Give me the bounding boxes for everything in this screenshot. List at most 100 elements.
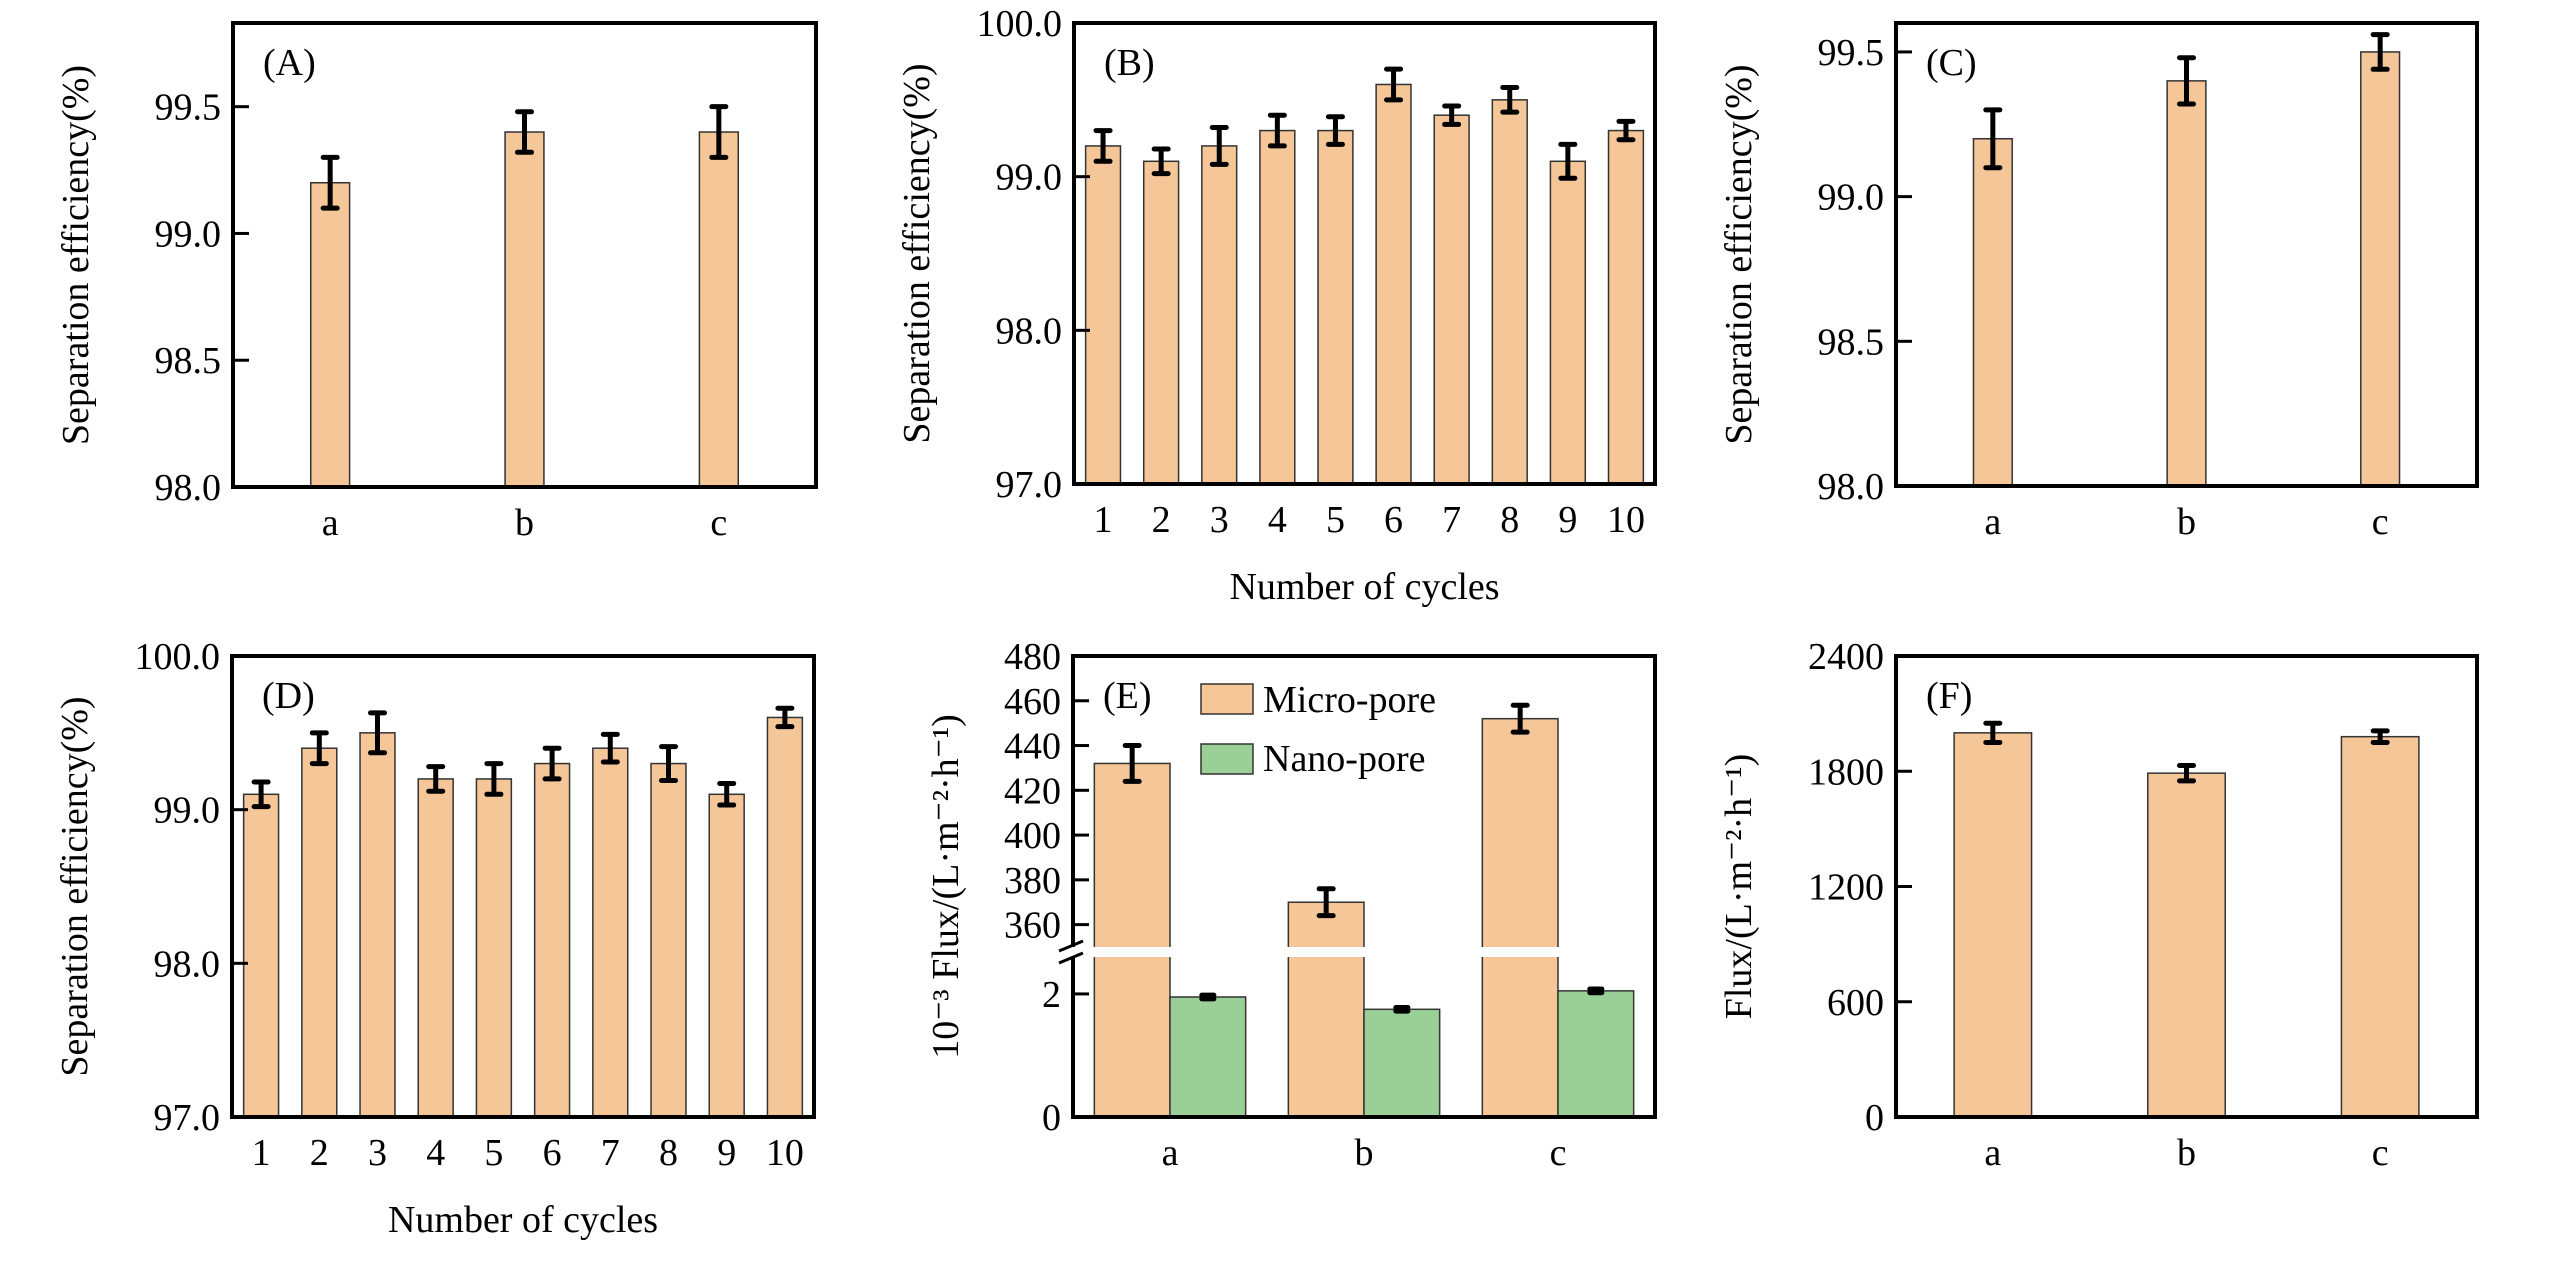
bar [475, 778, 513, 1118]
x-tick-label: a [1984, 1132, 2001, 1174]
y-tick-label: 99.0 [155, 213, 222, 255]
x-tick-label: b [2177, 501, 2196, 543]
chart-panel-c: a b c 98.0 98.5 99.0 99.5 (C) Separation efficie… [1718, 21, 2479, 543]
bar [1317, 129, 1354, 485]
y-tick-label: 400 [1004, 815, 1061, 857]
panel-label: (A) [263, 42, 316, 84]
y-tick-label: 2 [1042, 974, 1061, 1016]
x-tick-label: a [1984, 501, 2001, 543]
panel-label: (B) [1104, 42, 1155, 84]
bar [2340, 735, 2420, 1118]
y-tick-label: 98.0 [155, 467, 222, 509]
bar [1433, 114, 1470, 485]
bar [1972, 138, 2013, 487]
panel-label: (D) [262, 675, 315, 717]
x-tick-label: 8 [659, 1132, 678, 1174]
bar [301, 747, 338, 1118]
x-tick-label: 4 [1268, 499, 1287, 541]
plot-frame [230, 654, 816, 1119]
y-axis-title: Flux/(L·m⁻²·h⁻¹) [1718, 754, 1760, 1020]
y-tick-label: 99.5 [1818, 32, 1885, 74]
y-tick-label: 1200 [1808, 867, 1884, 909]
x-tick-label: 9 [717, 1132, 736, 1174]
bar [1953, 732, 2033, 1118]
y-tick-label: 99.0 [1818, 177, 1885, 219]
bar [1375, 83, 1412, 485]
y-tick-label: 98.0 [154, 943, 221, 985]
x-tick-label: 4 [426, 1132, 445, 1174]
bar-nano-pore [1557, 990, 1635, 1118]
y-tick-label: 99.5 [155, 87, 222, 129]
bar [417, 778, 454, 1118]
chart-panel-b: 1 2 3 4 5 6 7 8 9 10 97.0 98.0 99.0 100.0 (B) Separatio… [896, 3, 1657, 608]
x-tick-label: 8 [1500, 499, 1519, 541]
panel-label: (F) [1926, 675, 1972, 717]
plot-frame [1072, 21, 1657, 486]
bar [1549, 160, 1587, 485]
axis-break-band [1286, 947, 1366, 957]
legend: Micro-pore Nano-pore [1200, 679, 1436, 780]
y-axis-title: Separation efficiency(%) [896, 63, 938, 443]
y-tick-label: 1800 [1808, 751, 1884, 793]
x-tick-label: 3 [1210, 499, 1229, 541]
x-tick-label: 1 [252, 1132, 271, 1174]
x-tick-label: 5 [1326, 499, 1345, 541]
bar [1142, 160, 1180, 485]
y-axis-title: 10⁻³ Flux/(L·m⁻²·h⁻¹) [925, 714, 967, 1059]
bar-micro-pore [1287, 901, 1365, 1118]
bar [766, 716, 804, 1118]
y-tick-label: 99.0 [996, 157, 1063, 199]
x-tick-label: b [515, 502, 534, 544]
y-tick-label: 0 [1865, 1097, 1884, 1139]
x-axis-title: Number of cycles [388, 1199, 658, 1241]
y-axis-break-mark [1058, 939, 1084, 953]
chart-panel-a: a b c 98.0 98.5 99.0 99.5 (A) Separation efficie… [55, 21, 818, 544]
y-axis-break-gap [1067, 947, 1079, 957]
x-tick-label: 3 [368, 1132, 387, 1174]
axis-break-band [1092, 947, 1172, 957]
y-tick-label: 420 [1004, 770, 1061, 812]
y-axis-title: Separation efficiency(%) [54, 696, 96, 1076]
bar [2360, 51, 2401, 487]
panel-label: (C) [1926, 42, 1977, 84]
y-tick-label: 480 [1004, 636, 1061, 678]
bar [1084, 145, 1122, 485]
y-tick-label: 97.0 [996, 464, 1063, 506]
bar [1201, 145, 1238, 485]
bar-micro-pore [1481, 717, 1559, 1118]
y-tick-label: 98.5 [155, 340, 222, 382]
legend-swatch-micro-pore [1200, 683, 1254, 715]
bar [2166, 80, 2207, 487]
x-tick-label: 2 [310, 1132, 329, 1174]
plot-frame [1894, 21, 2479, 488]
y-tick-label: 100.0 [977, 3, 1063, 45]
y-tick-label: 100.0 [135, 636, 221, 678]
x-tick-label: a [322, 502, 339, 544]
bar [708, 793, 745, 1118]
bar-micro-pore [1093, 762, 1171, 1118]
bar [309, 181, 351, 488]
bar [504, 131, 545, 488]
bar [2147, 772, 2226, 1118]
y-axis-break-mark [1058, 951, 1084, 965]
bar-nano-pore [1169, 996, 1247, 1118]
chart-panel-d: 1 2 3 4 5 6 7 8 9 10 97.0 98.0 99.0 100.0 (D) Separatio… [54, 636, 816, 1241]
y-tick-label: 2400 [1808, 636, 1884, 678]
y-tick-label: 360 [1004, 905, 1061, 947]
x-tick-label: 6 [1384, 499, 1403, 541]
x-tick-label: 9 [1558, 499, 1577, 541]
axis-break-band [1480, 947, 1560, 957]
x-tick-label: 10 [766, 1132, 804, 1174]
panel-label: (E) [1103, 675, 1152, 717]
bar [592, 747, 629, 1118]
x-tick-label: 10 [1607, 499, 1645, 541]
x-tick-label: c [1550, 1132, 1567, 1174]
x-tick-label: 7 [1442, 499, 1461, 541]
bar [698, 131, 740, 488]
y-tick-label: 0 [1042, 1097, 1061, 1139]
bar [650, 762, 687, 1118]
x-tick-label: c [710, 502, 727, 544]
y-axis-title: Separation efficiency(%) [55, 65, 97, 445]
x-tick-label: b [2177, 1132, 2196, 1174]
